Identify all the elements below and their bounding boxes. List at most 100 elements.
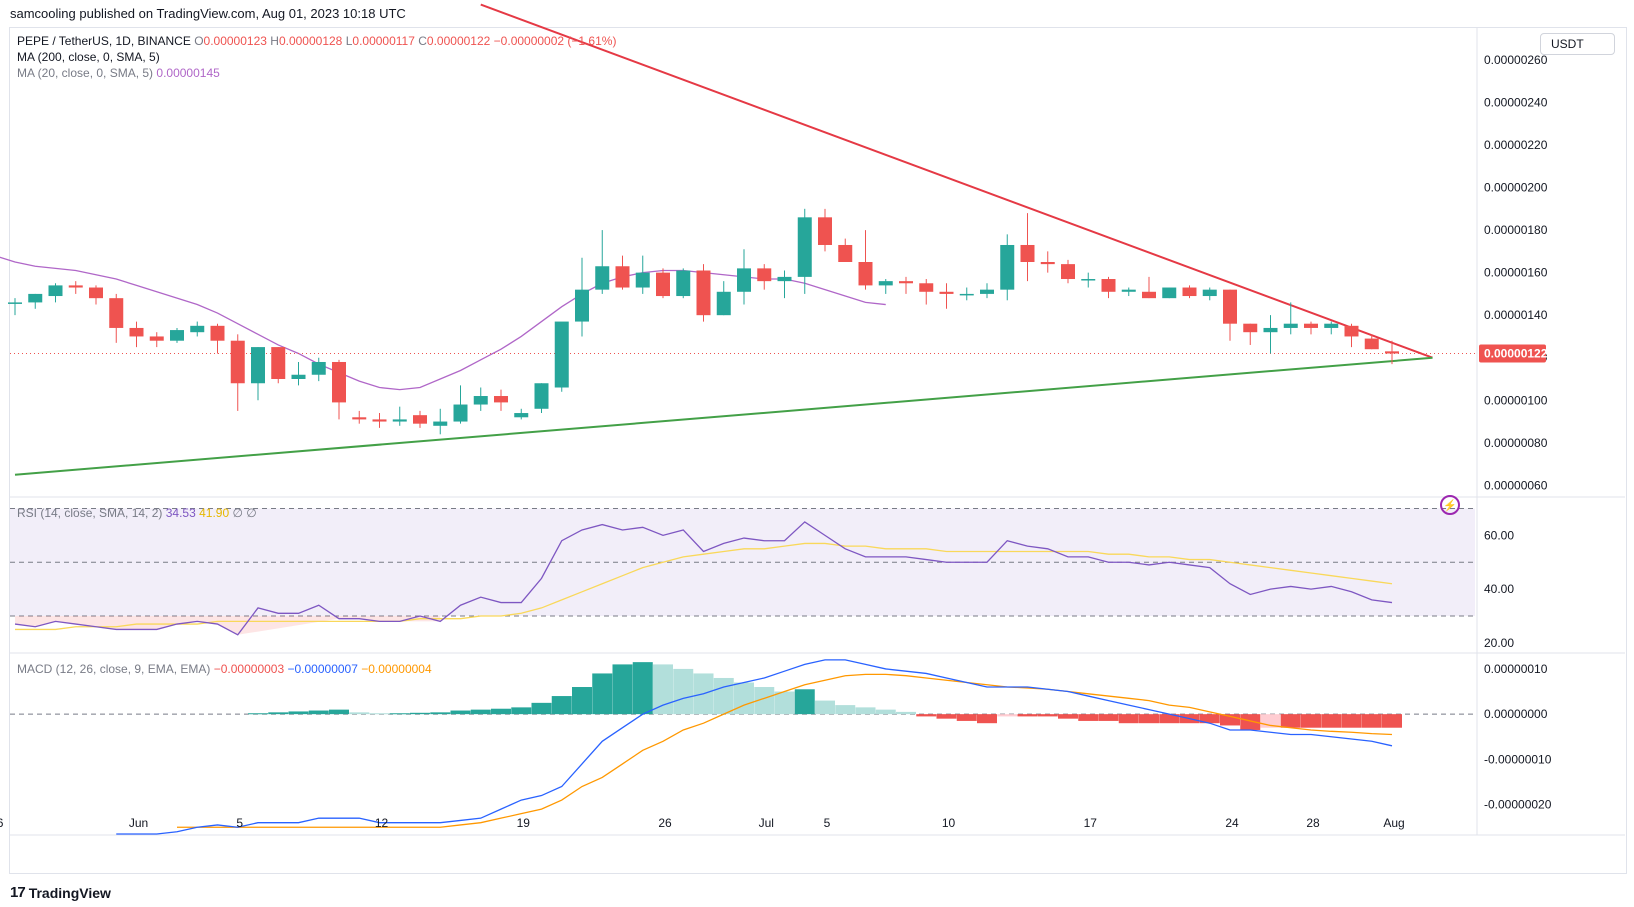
last-price-badge bbox=[1479, 344, 1546, 363]
macd-histogram-bar bbox=[815, 700, 835, 715]
candle-body bbox=[534, 383, 549, 409]
candle-body bbox=[696, 270, 711, 316]
macd-label: MACD (12, 26, close, 9, EMA, EMA) bbox=[17, 662, 211, 676]
macd-histogram-bar bbox=[511, 707, 532, 715]
currency-button[interactable]: USDT bbox=[1540, 33, 1615, 55]
macd-histogram-bar bbox=[896, 711, 916, 715]
rsi-ma-line bbox=[15, 542, 1393, 631]
symbol-label[interactable]: PEPE / TetherUS, 1D, BINANCE bbox=[17, 34, 191, 48]
candle-body bbox=[575, 289, 589, 322]
macd-line bbox=[116, 659, 1393, 835]
price-tick-label: 0.00000200 bbox=[1484, 181, 1548, 195]
candle-body bbox=[311, 361, 326, 375]
time-tick-label: 5 bbox=[824, 816, 831, 830]
price-tick-label: 0.00000240 bbox=[1484, 95, 1548, 109]
macd-histogram-bar bbox=[389, 713, 410, 715]
candle-body bbox=[656, 272, 670, 297]
macd-histogram-bar bbox=[288, 711, 309, 715]
high-value: 0.00000128 bbox=[278, 34, 343, 48]
macd-histogram-bar bbox=[774, 691, 795, 715]
macd-histogram-bar bbox=[450, 710, 471, 715]
candle-body bbox=[109, 298, 124, 328]
close-value: 0.00000122 bbox=[426, 34, 491, 48]
time-tick-label: Jul bbox=[759, 816, 774, 830]
price-tick-label: 0.00000260 bbox=[1484, 53, 1548, 67]
macd-histogram-bar bbox=[329, 709, 349, 715]
candle-body bbox=[777, 276, 792, 282]
macd-histogram-bar bbox=[1301, 714, 1321, 728]
macd-histogram-bar bbox=[875, 709, 896, 715]
rsi-value: 34.53 bbox=[165, 506, 196, 520]
macd-tick-label: 0.00000010 bbox=[1484, 662, 1548, 676]
macd-line-value: −0.00000007 bbox=[287, 662, 358, 676]
macd-histogram-bar bbox=[430, 712, 451, 715]
ma200-legend[interactable]: MA (200, close, 0, SMA, 5) bbox=[17, 50, 160, 64]
macd-histogram-bar bbox=[268, 712, 289, 715]
candle-body bbox=[1162, 287, 1177, 299]
candle-body bbox=[352, 417, 367, 420]
resistance-trendline bbox=[480, 3, 1433, 359]
price-tick-label: 0.00000100 bbox=[1484, 393, 1548, 407]
time-tick-label: 12 bbox=[375, 816, 389, 830]
time-tick-label: 24 bbox=[1225, 816, 1239, 830]
price-tick-label: 0.00000060 bbox=[1484, 478, 1548, 492]
macd-histogram-bar bbox=[551, 696, 572, 715]
macd-signal-line bbox=[177, 673, 1393, 828]
time-tick-label: 26 bbox=[0, 816, 4, 830]
candle-body bbox=[635, 272, 650, 288]
rsi-tick-label: 60.00 bbox=[1484, 528, 1514, 542]
candle-body bbox=[149, 336, 164, 341]
candle-body bbox=[818, 217, 832, 245]
macd-signal-value: −0.00000004 bbox=[361, 662, 432, 676]
macd-histogram-bar bbox=[410, 712, 430, 715]
candle-body bbox=[28, 293, 43, 303]
candle-body bbox=[1263, 327, 1278, 333]
rsi-legend[interactable]: RSI (14, close, SMA, 14, 2) 34.53 41.90 … bbox=[17, 506, 257, 520]
candle-body bbox=[878, 281, 893, 286]
candle-body bbox=[332, 361, 346, 403]
candle-body bbox=[494, 396, 508, 403]
macd-histogram-bar bbox=[531, 702, 552, 715]
candle-body bbox=[514, 413, 529, 418]
candle-body bbox=[1081, 279, 1096, 281]
macd-histogram-bar bbox=[855, 707, 876, 715]
candle-body bbox=[1142, 291, 1156, 299]
price-tick-label: 0.00000180 bbox=[1484, 223, 1548, 237]
time-tick-label: Jun bbox=[129, 816, 148, 830]
macd-histogram-bar bbox=[956, 714, 977, 721]
ma20-legend[interactable]: MA (20, close, 0, SMA, 5) 0.00000145 bbox=[17, 66, 220, 80]
published-header: samcooling published on TradingView.com,… bbox=[10, 6, 406, 21]
macd-histogram-bar bbox=[308, 710, 329, 715]
tradingview-footer[interactable]: 17 TradingView bbox=[10, 884, 111, 901]
lightning-icon[interactable]: ⚡ bbox=[1440, 495, 1460, 515]
time-tick-label: 19 bbox=[517, 816, 531, 830]
macd-legend[interactable]: MACD (12, 26, close, 9, EMA, EMA) −0.000… bbox=[17, 662, 432, 676]
candle-body bbox=[858, 262, 873, 286]
candle-body bbox=[1223, 289, 1237, 324]
macd-histogram-bar bbox=[1361, 714, 1382, 728]
candle-body bbox=[1202, 289, 1217, 297]
candle-body bbox=[1040, 262, 1055, 265]
macd-histogram-bar bbox=[1280, 714, 1301, 728]
candle-body bbox=[1324, 323, 1339, 328]
price-legend: PEPE / TetherUS, 1D, BINANCE O0.00000123… bbox=[17, 34, 616, 48]
ma20-label: MA (20, close, 0, SMA, 5) bbox=[17, 66, 154, 80]
candle-body bbox=[271, 347, 286, 379]
macd-histogram-bar bbox=[1078, 714, 1099, 721]
macd-histogram-bar bbox=[1139, 714, 1159, 724]
macd-histogram-bar bbox=[754, 687, 775, 715]
chart-frame bbox=[9, 27, 1627, 874]
high-key: H bbox=[270, 34, 279, 48]
price-tick-label: 0.00000080 bbox=[1484, 436, 1548, 450]
candle-body bbox=[1243, 323, 1258, 333]
time-tick-label: 10 bbox=[942, 816, 956, 830]
macd-histogram-bar bbox=[632, 662, 653, 715]
macd-histogram-bar bbox=[653, 664, 673, 715]
candle-body bbox=[473, 396, 488, 405]
macd-histogram-bar bbox=[1118, 714, 1139, 724]
candle-body bbox=[68, 285, 83, 288]
candle-body bbox=[737, 268, 751, 292]
candle-body bbox=[757, 268, 772, 282]
time-tick-label: 17 bbox=[1084, 816, 1098, 830]
